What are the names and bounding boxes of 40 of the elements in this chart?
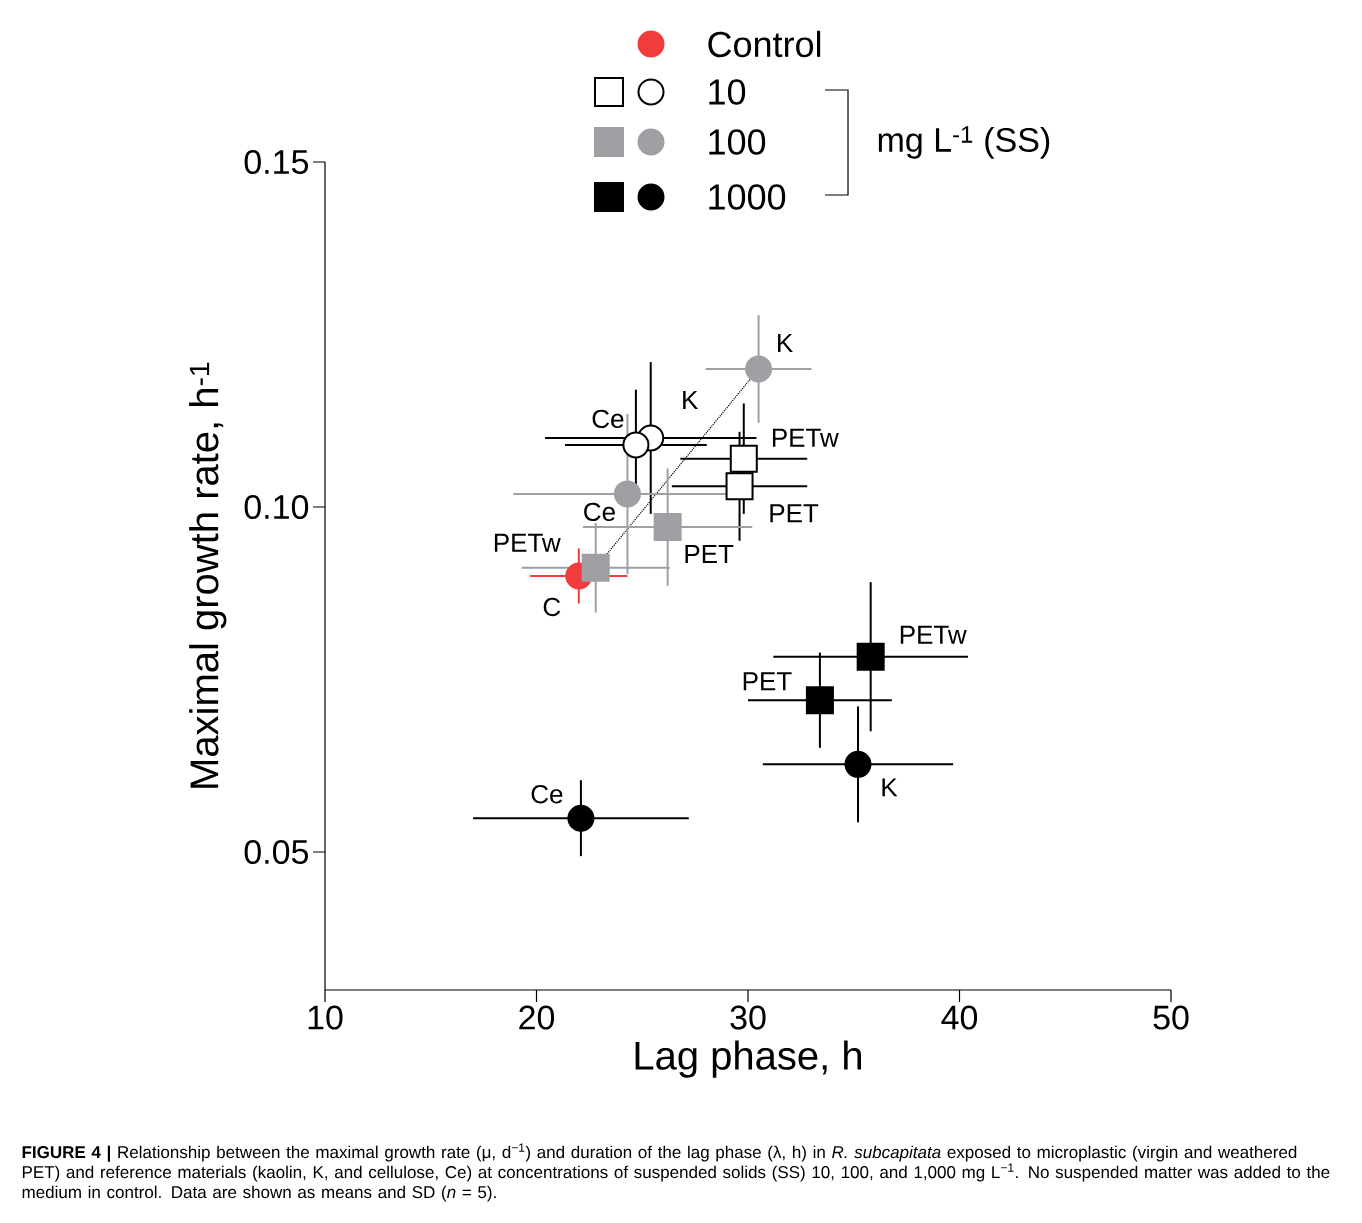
point <box>653 513 682 541</box>
point <box>745 355 773 383</box>
y-axis-title: Maximal growth rate, h$^{-1}$ <box>189 362 227 788</box>
annotation: PET <box>685 545 734 563</box>
point <box>844 750 872 778</box>
y-tick-label: 0.05 <box>244 839 309 865</box>
legend-title: mg L$^{-1}$ (SS) <box>878 126 1050 159</box>
annotation: PETw <box>900 625 967 644</box>
x-tick-label: 10 <box>308 1005 343 1030</box>
annotation: C <box>543 597 561 617</box>
point <box>729 444 758 473</box>
text: FIGURE 4 | Relationship between the maximal growth rate (μ, d$^{−1}$) and duration of the lag phase (λ, h) in R. subcapitata exposed to microplastic (virgin and weathered PET) and reference materials (kaolin, K, and cellulose, Ce) at concentrations of suspended solids (SS) 10, 100, and 1,000 mg L$^{−1}$. No suspended matter was added to the medium in control. Data are shown as means and SD (n = 5). <box>22 1143 1330 1202</box>
annotation: K <box>778 334 793 352</box>
annotation: K <box>683 391 699 409</box>
legend-label: 1000 <box>709 184 786 210</box>
annotation: Ce <box>584 502 615 522</box>
x-axis-title: Lag phase, h <box>635 1040 861 1078</box>
annotation: K <box>882 778 898 797</box>
x-tick-label: 50 <box>1153 1005 1189 1030</box>
annotation: PET <box>743 672 792 691</box>
annotation: PET <box>770 504 819 523</box>
point <box>581 553 610 582</box>
point <box>805 686 834 715</box>
x-tick-label: 20 <box>519 1005 555 1030</box>
y-tick-label: 0.10 <box>244 494 309 520</box>
annotation: PETw <box>494 533 561 552</box>
annotation: Ce <box>592 409 624 429</box>
legend-label: 10 <box>709 79 746 105</box>
annotation: PETw <box>772 428 839 447</box>
point <box>725 472 754 501</box>
y-tick-label: 0.15 <box>244 149 309 175</box>
point <box>856 642 885 671</box>
x-tick-label: 40 <box>941 1005 978 1030</box>
annotation: Ce <box>531 784 563 804</box>
x-tick-label: 30 <box>730 1005 766 1030</box>
point <box>622 431 650 459</box>
legend-label: 100 <box>709 129 766 155</box>
legend-label: Control <box>708 30 821 58</box>
point <box>567 804 595 832</box>
point <box>613 480 641 508</box>
